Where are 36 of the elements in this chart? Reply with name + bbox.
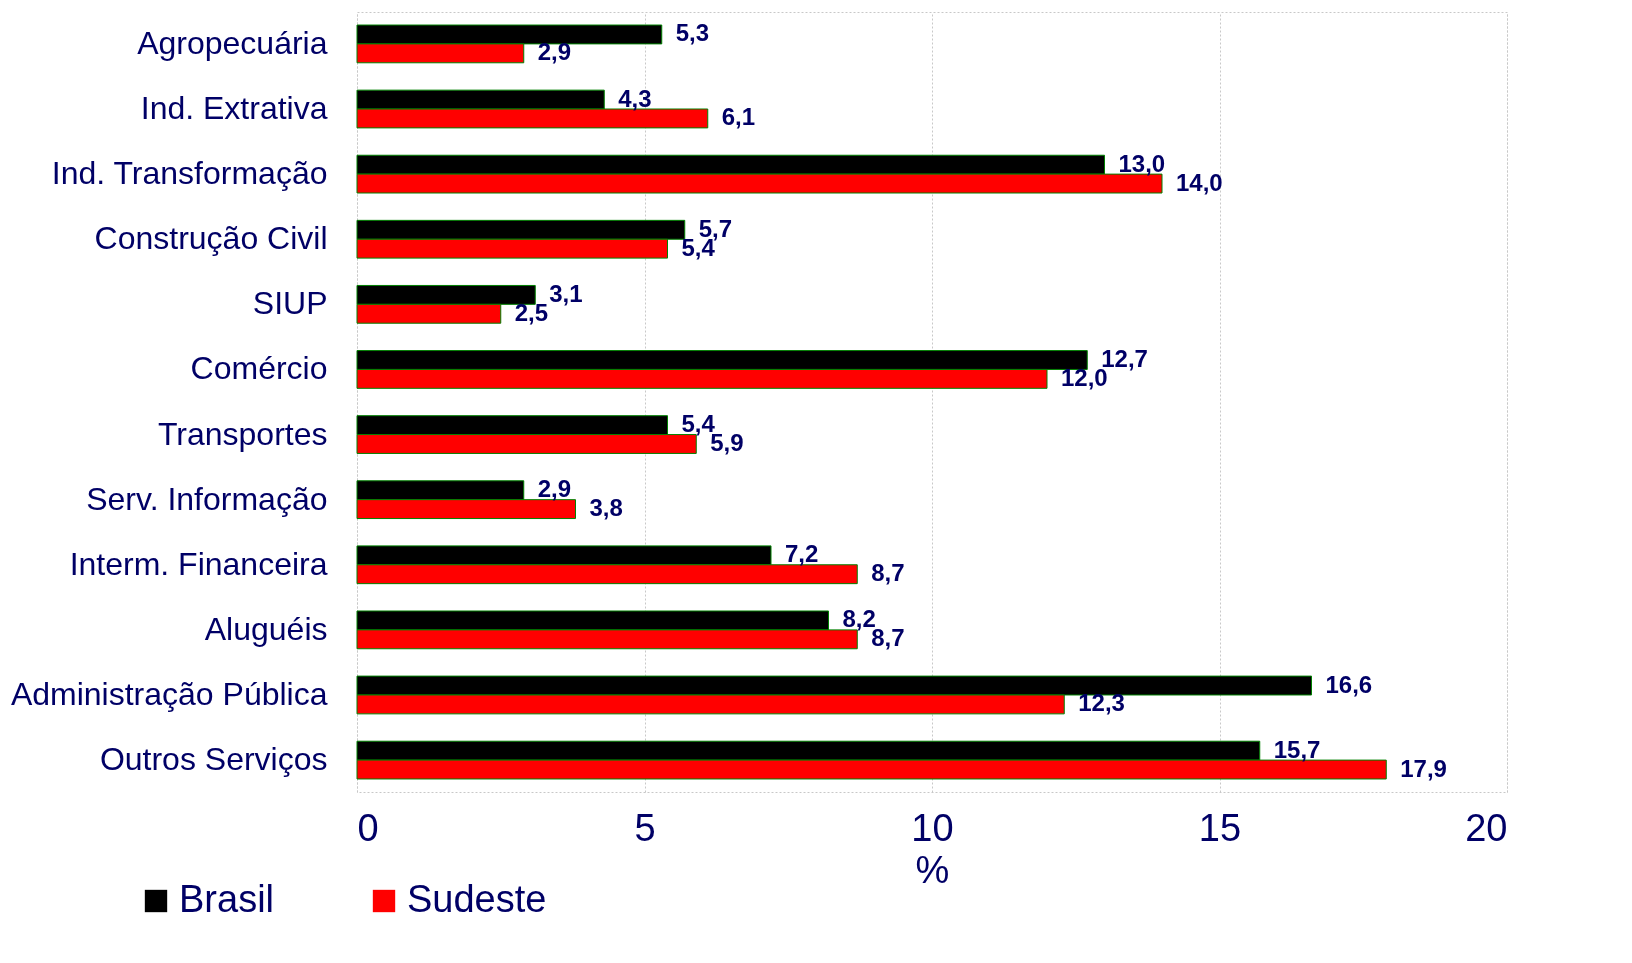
- x-axis-title: %: [915, 848, 950, 891]
- x-tick-label: 20: [1465, 806, 1508, 849]
- x-tick-label: 5: [634, 806, 656, 849]
- legend-label: Sudeste: [407, 878, 547, 920]
- y-tick-label: Serv. Informação: [86, 480, 328, 517]
- data-label: 12,3: [1078, 689, 1125, 717]
- data-label: 6,1: [721, 103, 756, 131]
- data-label: 13,0: [1118, 149, 1166, 177]
- y-tick-label: Ind. Extrativa: [140, 90, 328, 127]
- y-tick-label: Transportes: [157, 415, 328, 452]
- x-tick-label: 15: [1198, 806, 1242, 849]
- data-label: 16,6: [1325, 670, 1373, 698]
- data-label: 2,9: [537, 475, 572, 503]
- y-tick-label: Agropecuária: [137, 24, 328, 61]
- data-label: 17,9: [1400, 754, 1447, 782]
- y-tick-label: Ind. Transformação: [51, 155, 328, 192]
- data-label: 7,2: [785, 540, 819, 568]
- y-tick-label: Interm. Financeira: [69, 545, 328, 582]
- y-tick-label: Outros Serviços: [99, 741, 328, 778]
- data-label: 4,3: [618, 84, 652, 112]
- y-tick-label: Administração Pública: [10, 675, 328, 712]
- data-label: 15,7: [1273, 735, 1321, 763]
- data-label: 3,8: [589, 494, 623, 522]
- y-tick-label: Comércio: [190, 350, 328, 387]
- data-label: 8,7: [871, 559, 905, 587]
- data-label: 2,5: [514, 298, 549, 326]
- data-label: 14,0: [1176, 168, 1223, 196]
- data-label: 3,1: [549, 279, 583, 307]
- legend-label: Brasil: [179, 878, 275, 920]
- data-label: 5,3: [675, 19, 710, 47]
- y-tick-label: Construção Civil: [94, 220, 328, 257]
- y-tick-label: SIUP: [252, 285, 328, 322]
- data-label: 2,9: [537, 38, 572, 66]
- x-tick-label: 0: [357, 806, 379, 849]
- y-tick-label: Aluguéis: [204, 610, 328, 647]
- x-tick-label: 10: [911, 806, 954, 849]
